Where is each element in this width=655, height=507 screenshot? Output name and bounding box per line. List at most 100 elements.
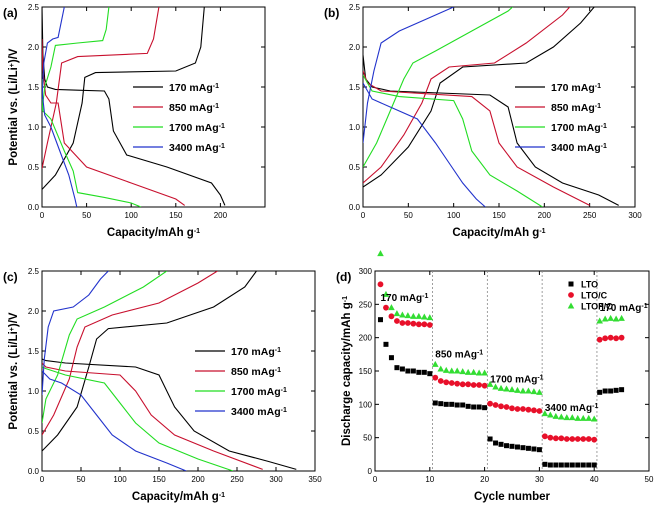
data-point-ltof-c: [421, 313, 428, 320]
data-point-ltof-c: [612, 315, 620, 322]
data-point-lto: [383, 341, 389, 347]
data-point-ltof-c: [563, 414, 571, 421]
data-point-ltof-c: [481, 369, 488, 376]
panel-label: (d): [336, 270, 351, 284]
data-point-ltof-c: [585, 414, 593, 421]
x-tick-label: 0: [361, 211, 366, 220]
x-tick-label: 350: [308, 475, 322, 484]
panel-b: 0 50 100 150 200 250 300 0.0 0.5 1.0 1.5 2.0 2.5 Capa…: [324, 3, 642, 239]
x-tick-label: 300: [628, 211, 642, 220]
data-point-lto-c: [377, 281, 384, 288]
y-tick-label: 2.0: [28, 43, 40, 52]
legend-label: 3400 mAg-1: [169, 142, 225, 154]
data-point-ltof-c: [579, 414, 587, 421]
series-line-4-charge: [363, 7, 454, 144]
series-line-2-charge: [42, 7, 160, 169]
data-point-ltof-c: [404, 312, 412, 319]
data-point-ltof-c: [464, 368, 472, 375]
data-point-lto-c: [394, 318, 400, 324]
y-tick-label: 50: [363, 434, 372, 443]
data-point-lto: [498, 441, 504, 447]
data-point-lto: [454, 402, 460, 408]
data-point-ltof-c: [415, 312, 423, 319]
series-line-2-charge: [363, 7, 571, 184]
data-point-ltof-c: [470, 368, 477, 375]
x-tick-label: 50: [82, 211, 91, 220]
data-point-lto: [443, 401, 449, 407]
data-point-lto-c: [520, 406, 526, 412]
data-point-ltof-c: [519, 387, 527, 394]
x-tick-label: 0: [40, 211, 45, 220]
y-tick-label: 1.5: [349, 83, 361, 92]
data-point-ltof-c: [448, 367, 456, 374]
y-tick-label: 2.0: [28, 307, 40, 316]
data-point-lto: [514, 444, 520, 450]
data-point-ltof-c: [558, 413, 565, 420]
legend-marker: [568, 281, 574, 287]
data-point-lto: [553, 462, 559, 468]
y-tick-label: 1.0: [28, 123, 40, 132]
data-point-lto-c: [415, 321, 422, 328]
series-line-3-charge: [42, 7, 110, 112]
data-point-ltof-c: [410, 312, 417, 319]
data-point-lto: [465, 403, 471, 409]
y-axis-label: Potential vs. (Li/Li+)/V: [8, 312, 20, 430]
y-tick-label: 2.0: [349, 43, 361, 52]
data-point-lto: [531, 446, 537, 452]
data-point-lto-c: [426, 322, 433, 328]
data-point-ltof-c: [590, 415, 598, 422]
panel-d: 0 10 20 30 40 50 0 50 100 150 200 250 300 Cycle numbe…: [336, 250, 654, 503]
rate-annotation: 1700 mAg-1: [490, 374, 544, 386]
data-point-ltof-c: [530, 388, 538, 395]
series-line-4-discharge: [42, 90, 78, 207]
data-point-lto: [394, 365, 400, 371]
legend-label: LTO: [581, 280, 598, 290]
y-tick-label: 0.0: [28, 203, 40, 212]
data-point-lto: [558, 462, 564, 468]
data-point-lto: [525, 445, 531, 451]
data-point-lto: [542, 461, 548, 467]
data-point-lto-c: [503, 404, 510, 410]
y-tick-label: 1.0: [349, 123, 361, 132]
data-point-lto-c: [547, 434, 554, 441]
legend-label: 1700 mAg-1: [231, 386, 287, 398]
series-line-3-discharge: [42, 78, 142, 207]
data-point-ltof-c: [492, 383, 499, 390]
y-tick-label: 1.5: [28, 83, 40, 92]
x-tick-label: 150: [152, 475, 166, 484]
data-point-lto: [602, 388, 608, 394]
legend-label: LTO/C: [581, 291, 608, 301]
data-point-ltof-c: [541, 410, 549, 417]
data-point-lto-c: [404, 320, 411, 326]
data-point-ltof-c: [399, 311, 406, 318]
x-tick-label: 50: [77, 475, 86, 484]
data-point-ltof-c: [508, 386, 516, 393]
data-point-lto: [520, 445, 526, 451]
x-tick-label: 250: [230, 475, 244, 484]
x-tick-label: 100: [113, 475, 127, 484]
data-point-lto-c: [563, 436, 570, 442]
data-point-lto: [416, 369, 422, 375]
data-point-ltof-c: [547, 411, 554, 418]
data-point-lto-c: [487, 400, 493, 407]
series-line-3-charge: [42, 271, 168, 424]
data-point-ltof-c: [459, 368, 466, 375]
x-tick-label: 50: [404, 211, 413, 220]
legend-label: 1700 mAg-1: [169, 122, 225, 134]
data-point-lto: [597, 389, 603, 395]
x-axis-label: Capacity/mAh g-1: [107, 227, 200, 239]
data-point-lto: [432, 400, 438, 406]
series-line-3-charge: [363, 7, 513, 168]
data-point-lto-c: [470, 382, 477, 388]
series-line-1-discharge: [42, 7, 226, 206]
y-tick-label: 2.5: [349, 3, 361, 12]
y-tick-label: 1.0: [28, 387, 40, 396]
data-point-lto: [438, 401, 444, 407]
data-point-lto-c: [585, 436, 592, 442]
data-point-ltof-c: [525, 387, 532, 394]
series-line-3-discharge: [42, 366, 234, 471]
series-line-1-charge: [42, 271, 257, 452]
x-tick-label: 250: [583, 211, 597, 220]
data-point-lto: [449, 401, 455, 407]
data-point-lto-c: [514, 406, 521, 412]
